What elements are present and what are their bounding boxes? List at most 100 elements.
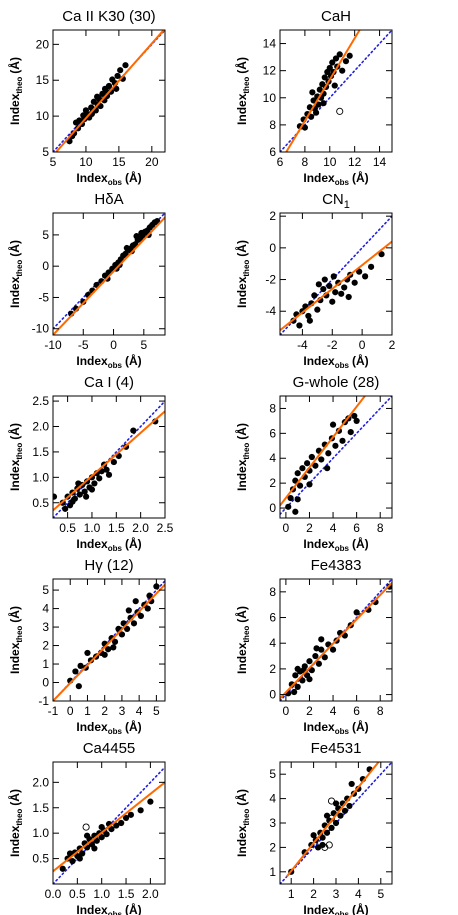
data-point	[318, 646, 325, 653]
data-point	[81, 488, 88, 495]
data-point	[346, 802, 353, 810]
x-tick-label: 4	[355, 887, 362, 901]
data-point	[319, 834, 326, 841]
panel-title: Ca4455	[83, 740, 136, 757]
x-tick-label: 1	[84, 704, 91, 718]
data-point	[321, 276, 328, 283]
data-point	[53, 493, 58, 500]
y-tick-label: 4	[269, 636, 276, 650]
x-tick-label: 10	[79, 155, 93, 169]
data-point	[127, 811, 135, 818]
data-point	[113, 85, 120, 92]
data-point	[296, 322, 303, 329]
x-axis-label: Indexobs (Å)	[303, 902, 368, 915]
data-point	[88, 486, 96, 493]
x-axis-label-unit: (Å)	[352, 353, 369, 368]
x-tick-label: 6	[277, 155, 284, 169]
x-axis-label: Indexobs (Å)	[303, 536, 368, 553]
y-tick-label: 6	[269, 426, 276, 440]
y-tick-label: -1	[38, 694, 49, 708]
open-data-point	[327, 797, 336, 805]
x-axis-label-subscript: obs	[335, 727, 350, 736]
data-point	[353, 609, 360, 616]
data-point	[103, 831, 110, 838]
panel-title-text: CN	[322, 191, 344, 208]
data-point	[75, 683, 82, 690]
data-point	[96, 475, 103, 482]
data-point	[108, 826, 115, 833]
data-point	[367, 263, 375, 270]
y-axis-label-subscript: theo	[242, 443, 251, 460]
x-tick-label: 0	[283, 521, 290, 535]
y-tick-label: 0.5	[32, 496, 49, 510]
x-axis-label-text: Index	[76, 537, 108, 551]
y-tick-label: 12	[263, 64, 277, 78]
data-point	[318, 456, 325, 463]
panel-title-text: Fe4383	[311, 557, 362, 574]
data-point	[314, 306, 321, 313]
x-tick-label: 0	[359, 338, 366, 352]
fit-line	[280, 396, 366, 507]
y-tick-label: 2.5	[32, 394, 49, 408]
fit-line	[53, 583, 165, 701]
x-tick-label: 4	[136, 704, 143, 718]
data-point	[296, 482, 304, 489]
plot-frame	[52, 578, 166, 702]
data-point	[291, 688, 298, 696]
x-tick-label: 1.5	[118, 887, 135, 901]
x-tick-label: 0	[67, 704, 74, 718]
y-tick-label: 2	[269, 209, 276, 223]
y-tick-label: 2	[42, 639, 49, 653]
x-axis-label: Indexobs (Å)	[76, 902, 141, 915]
data-point	[315, 101, 322, 108]
x-axis-label-subscript: obs	[335, 361, 350, 370]
data-point	[105, 646, 112, 653]
data-point	[118, 631, 126, 638]
y-tick-label: 8	[269, 585, 276, 599]
y-tick-label: 0	[42, 676, 49, 690]
panel-title-text: G-whole (28)	[293, 374, 380, 391]
data-point	[326, 282, 333, 289]
data-point	[114, 72, 121, 80]
data-point	[341, 284, 348, 291]
plot-frame	[52, 29, 166, 153]
x-tick-label: 5	[50, 155, 57, 169]
data-point	[301, 124, 308, 131]
data-point	[125, 607, 132, 614]
x-tick-label: -10	[44, 338, 62, 352]
plot-frame	[279, 395, 393, 519]
x-tick-label: -5	[78, 338, 89, 352]
data-point	[320, 285, 327, 293]
data-point	[118, 819, 125, 827]
data-point	[378, 251, 385, 258]
y-axis-label-unit: (Å)	[7, 57, 22, 74]
data-point	[287, 494, 294, 502]
x-tick-label: 1.0	[84, 521, 101, 535]
x-axis-label-subscript: obs	[108, 727, 123, 736]
data-point	[153, 583, 160, 590]
x-axis-label: Indexobs (Å)	[303, 719, 368, 736]
data-point	[342, 58, 350, 65]
x-tick-label: 5	[377, 887, 384, 901]
x-axis-label: Indexobs (Å)	[303, 353, 368, 370]
y-axis-label-unit: (Å)	[7, 789, 22, 806]
x-axis-label-subscript: obs	[335, 544, 350, 553]
data-point	[331, 82, 338, 89]
data-point	[341, 807, 349, 814]
x-axis-label: Indexobs (Å)	[76, 353, 141, 370]
x-axis-label-unit: (Å)	[352, 536, 369, 551]
x-axis-label-unit: (Å)	[125, 536, 142, 551]
y-tick-label: -10	[32, 322, 50, 336]
data-point	[332, 289, 339, 296]
y-axis-label-subscript: theo	[242, 77, 251, 94]
y-axis-label-text: Index	[8, 642, 22, 674]
x-tick-label: 0	[283, 704, 290, 718]
y-tick-label: 15	[36, 73, 50, 87]
data-point	[84, 649, 91, 657]
data-point	[308, 667, 315, 674]
x-tick-label: 1	[288, 887, 295, 901]
